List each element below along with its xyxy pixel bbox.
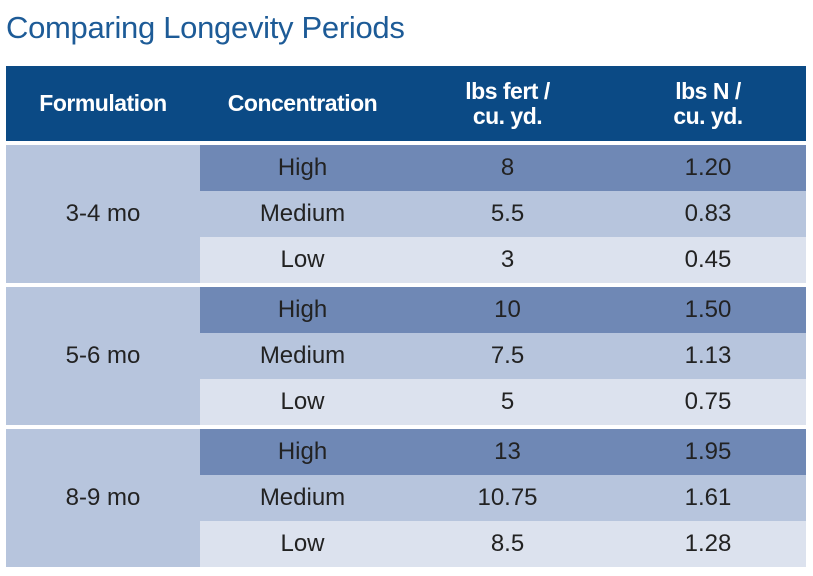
concentration-cell: Low — [280, 530, 325, 557]
lbs-fert-cell: 3 — [500, 246, 515, 273]
lbs-n-cell: 1.95 — [684, 438, 732, 465]
concentration-cell: High — [277, 154, 328, 181]
lbs-fert-cell: 5.5 — [490, 200, 525, 227]
lbs-fert-cell: 5 — [500, 388, 515, 415]
lbs-n-cell: 1.50 — [684, 296, 732, 323]
lbs-n-cell: 1.28 — [684, 530, 732, 557]
lbs-n-cell: 1.61 — [684, 484, 732, 511]
concentration-cell: Low — [280, 388, 325, 415]
lbs-fert-cell: 10 — [494, 296, 521, 323]
lbs-fert-cell: 8.5 — [490, 530, 525, 557]
concentration-cell: Low — [280, 246, 325, 273]
table-row: Medium 10.75 1.61 — [200, 475, 806, 521]
concentration-cell: Medium — [259, 342, 346, 369]
lbs-n-cell: 1.13 — [684, 342, 732, 369]
header-lbs-n: lbs N / cu. yd. — [673, 77, 743, 129]
lbs-n-cell: 0.83 — [684, 200, 732, 227]
longevity-table: Formulation Concentration lbs fert / cu.… — [6, 66, 806, 567]
table-row: Medium 7.5 1.13 — [200, 333, 806, 379]
header-lbs-fert: lbs fert / cu. yd. — [465, 77, 550, 129]
concentration-cell: High — [277, 438, 328, 465]
concentration-cell: High — [277, 296, 328, 323]
concentration-cell: Medium — [259, 484, 346, 511]
lbs-n-cell: 0.45 — [684, 246, 732, 273]
formulation-group: 3-4 mo High 8 1.20 Medium 5.5 0.83 Low 3… — [6, 145, 806, 283]
lbs-fert-cell: 8 — [500, 154, 515, 181]
header-concentration: Concentration — [227, 90, 378, 116]
table-row: High 8 1.20 — [200, 145, 806, 191]
formulation-cell: 5-6 mo — [6, 287, 200, 425]
lbs-fert-cell: 7.5 — [490, 342, 525, 369]
lbs-fert-cell: 10.75 — [477, 484, 538, 511]
lbs-fert-cell: 13 — [494, 438, 521, 465]
formulation-group: 8-9 mo High 13 1.95 Medium 10.75 1.61 Lo… — [6, 429, 806, 567]
lbs-n-cell: 1.20 — [684, 154, 732, 181]
header-formulation: Formulation — [39, 90, 167, 116]
page-title: Comparing Longevity Periods — [6, 10, 405, 45]
concentration-cell: Medium — [259, 200, 346, 227]
table-row: High 10 1.50 — [200, 287, 806, 333]
table-row: Medium 5.5 0.83 — [200, 191, 806, 237]
table-row: Low 5 0.75 — [200, 379, 806, 425]
table-header: Formulation Concentration lbs fert / cu.… — [6, 66, 806, 141]
formulation-cell: 3-4 mo — [6, 145, 200, 283]
table-row: Low 3 0.45 — [200, 237, 806, 283]
table-row: Low 8.5 1.28 — [200, 521, 806, 567]
lbs-n-cell: 0.75 — [684, 388, 732, 415]
formulation-group: 5-6 mo High 10 1.50 Medium 7.5 1.13 Low … — [6, 287, 806, 425]
formulation-cell: 8-9 mo — [6, 429, 200, 567]
table-row: High 13 1.95 — [200, 429, 806, 475]
